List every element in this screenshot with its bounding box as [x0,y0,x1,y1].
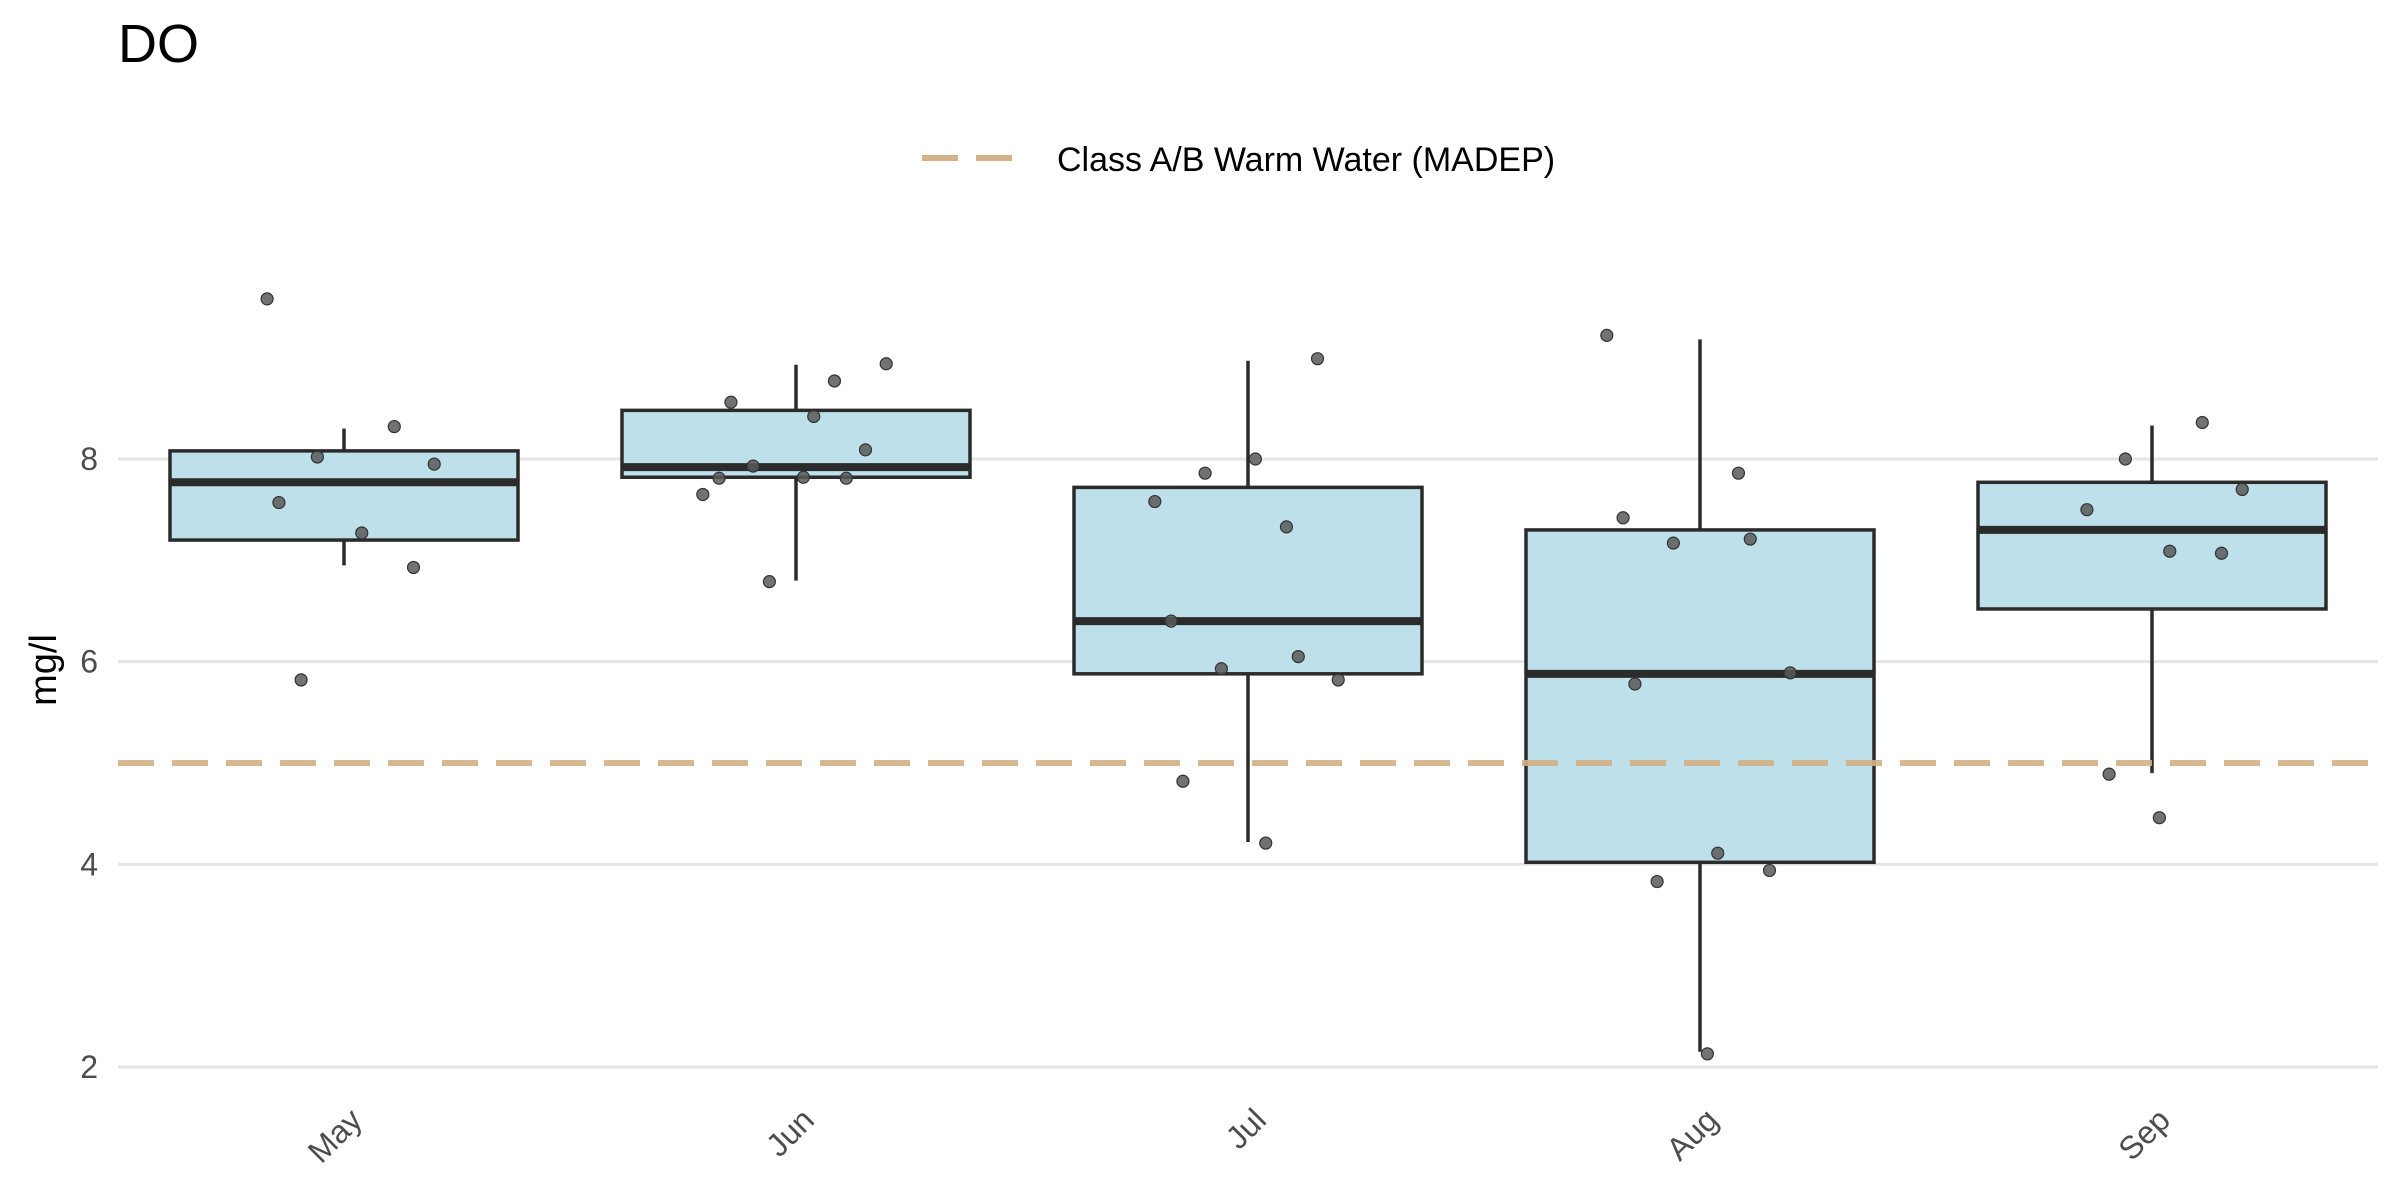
data-point-aug-0 [1600,328,1614,342]
data-point-jul-8 [1331,673,1345,687]
data-point-sep-3 [2080,503,2094,517]
box-jul [1072,360,1424,843]
box-body-sep [1976,480,2328,611]
x-axis-ticks: May Jun Jul Aug Sep [301,1101,2177,1169]
y-tick-label-6: 6 [80,644,98,680]
box-body-may [168,449,520,542]
x-tick-label-aug: Aug [1659,1101,1725,1167]
data-point-jun-4 [746,459,760,473]
data-point-jul-9 [1176,774,1190,788]
data-point-sep-4 [2163,544,2177,558]
data-point-aug-4 [1666,536,1680,550]
data-point-jun-5 [796,470,810,484]
data-point-sep-0 [2195,415,2209,430]
data-point-aug-7 [1711,846,1725,860]
x-tick-label-may: May [301,1101,369,1169]
x-tick-label-sep: Sep [2111,1101,2177,1167]
chart-title: DO [118,14,199,74]
data-point-jun-8 [712,471,726,485]
box-sep [1976,425,2328,774]
y-axis-label: mg/l [23,634,65,706]
data-point-sep-6 [2102,767,2116,781]
data-point-jul-4 [1279,520,1294,534]
data-point-may-5 [355,526,369,540]
data-point-aug-3 [1743,532,1757,546]
data-point-may-2 [310,450,324,464]
data-points [260,292,2249,1061]
y-tick-label-2: 2 [80,1049,98,1085]
data-point-jul-5 [1164,614,1178,628]
legend-label: Class A/B Warm Water (MADEP) [1057,141,1555,179]
box-jun [620,364,972,581]
data-point-jul-2 [1248,452,1262,466]
data-point-jul-0 [1310,352,1325,366]
box-body-aug [1524,528,1876,865]
box-body-jul [1072,485,1424,676]
data-point-aug-5 [1783,666,1797,680]
data-point-jun-1 [724,395,738,409]
data-point-aug-10 [1700,1047,1714,1061]
data-point-may-3 [427,457,441,471]
x-tick-label-jul: Jul [1219,1101,1273,1155]
data-point-may-4 [272,495,286,510]
data-point-jun-7 [827,374,842,388]
data-point-aug-2 [1616,511,1630,525]
data-point-jun-2 [807,409,821,424]
x-tick-label-jun: Jun [759,1101,821,1163]
y-axis-ticks: 2 4 6 8 [80,441,98,1085]
data-point-jul-7 [1214,662,1228,676]
data-point-jul-1 [1198,466,1212,480]
data-point-jun-3 [858,443,873,457]
data-point-jun-9 [839,471,853,485]
data-point-sep-5 [2214,546,2229,560]
data-point-jul-6 [1291,649,1305,664]
data-point-aug-8 [1762,863,1777,878]
data-point-jun-6 [696,487,710,502]
data-point-aug-6 [1628,677,1642,691]
legend: Class A/B Warm Water (MADEP) [922,141,1555,179]
data-point-sep-7 [2152,811,2166,825]
data-point-may-0 [260,292,274,306]
data-point-jun-10 [762,575,776,589]
data-point-jun-0 [879,357,893,371]
boxes [168,339,2328,1052]
data-point-aug-1 [1731,466,1746,480]
data-point-may-6 [406,560,421,575]
data-point-may-1 [387,419,401,434]
data-point-sep-1 [2118,452,2132,466]
box-may [168,428,520,566]
data-point-sep-2 [2235,482,2249,496]
data-point-may-7 [294,673,308,687]
y-tick-label-4: 4 [80,846,98,882]
data-point-jul-10 [1259,836,1273,850]
y-tick-label-8: 8 [80,441,98,477]
box-aug [1524,339,1876,1052]
data-point-aug-9 [1650,874,1664,889]
data-point-jul-3 [1148,494,1162,509]
